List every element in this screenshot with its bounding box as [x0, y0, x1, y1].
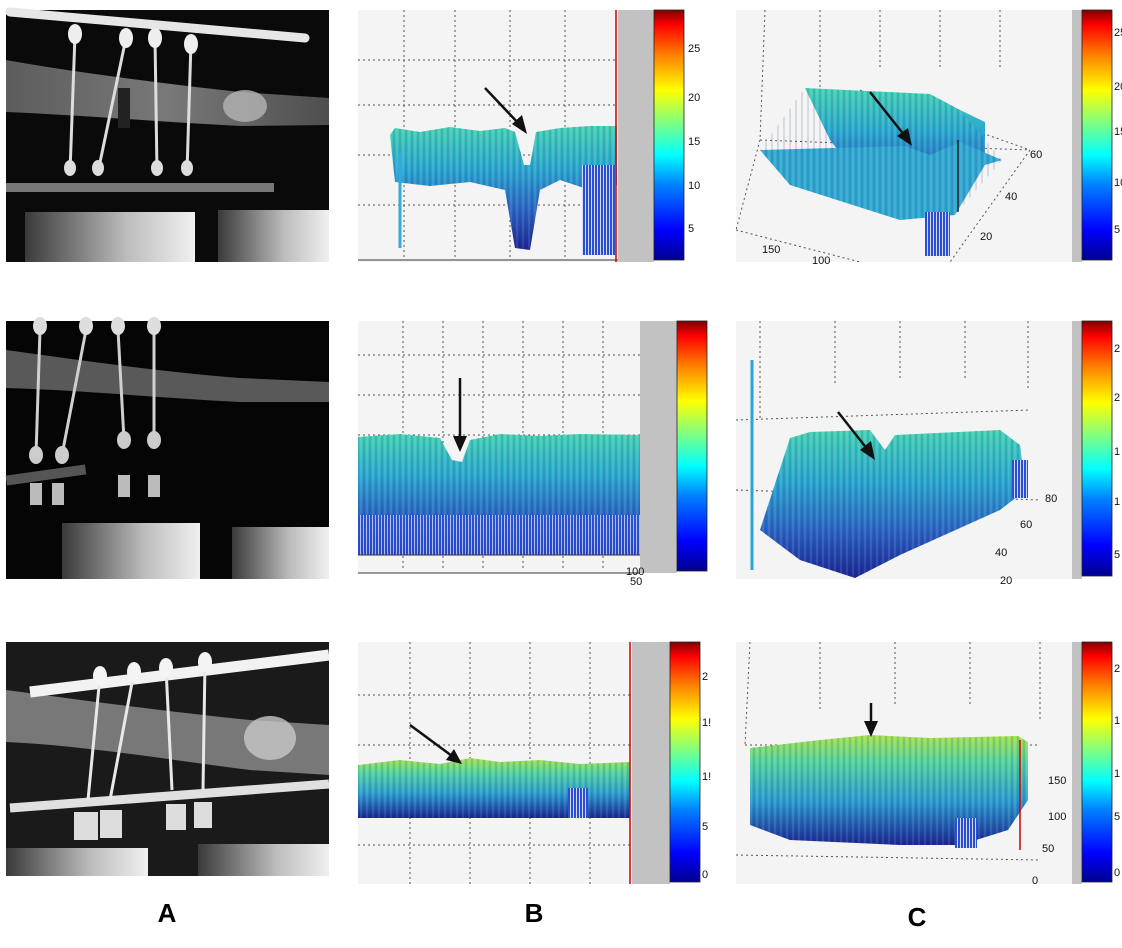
- svg-text:5: 5: [702, 821, 708, 833]
- surface-plot-c-row-1: [735, 9, 1113, 263]
- svg-text:60: 60: [1020, 519, 1032, 531]
- axis-ticks-c2: 80 60 40 20 2 2 1 1 5: [995, 343, 1120, 587]
- axis-ticks-b2: 100 50: [626, 566, 644, 588]
- colorbar-ticks-b1: 25 20 15 10 5: [688, 43, 700, 235]
- svg-text:10: 10: [688, 180, 700, 192]
- svg-text:1: 1: [1114, 496, 1120, 508]
- svg-text:5: 5: [1114, 224, 1120, 236]
- svg-text:100: 100: [626, 566, 644, 578]
- svg-text:150: 150: [1048, 775, 1066, 787]
- svg-text:40: 40: [1005, 191, 1017, 203]
- svg-text:1!: 1!: [702, 717, 711, 729]
- column-label-a: A: [157, 898, 177, 928]
- svg-text:1: 1: [1114, 768, 1120, 780]
- svg-text:1: 1: [1114, 715, 1120, 727]
- surface-plot-b-row-3: [358, 641, 701, 884]
- xray-panel-row-1: [5, 7, 329, 262]
- svg-text:60: 60: [1030, 149, 1042, 161]
- svg-text:2: 2: [1114, 343, 1120, 355]
- svg-text:0: 0: [702, 869, 708, 881]
- xray-panel-row-2: [5, 317, 329, 579]
- svg-text:2: 2: [702, 671, 708, 683]
- surface-plot-b-row-1: [358, 9, 685, 262]
- axis-ticks-c3: 150 100 50 0 2 1 1 5 0: [1032, 663, 1120, 887]
- svg-text:10: 10: [1114, 177, 1122, 189]
- svg-text:0: 0: [1032, 875, 1038, 887]
- svg-text:1: 1: [1114, 446, 1120, 458]
- column-label-b: B: [524, 898, 544, 928]
- svg-text:15: 15: [1114, 126, 1122, 138]
- column-label-c: C: [907, 902, 927, 932]
- svg-text:100: 100: [1048, 811, 1066, 823]
- svg-text:0: 0: [1114, 867, 1120, 879]
- colorbar-ticks-b3: 2 1! 1! 5 0: [702, 671, 711, 881]
- svg-text:150: 150: [762, 244, 780, 256]
- axis-ticks-c1: 60 40 20 150 100 25 20 15 10 5: [762, 27, 1122, 267]
- svg-text:20: 20: [688, 92, 700, 104]
- svg-text:20: 20: [980, 231, 992, 243]
- svg-text:50: 50: [630, 576, 642, 588]
- svg-text:40: 40: [995, 547, 1007, 559]
- svg-text:25: 25: [688, 43, 700, 55]
- svg-text:5: 5: [688, 223, 694, 235]
- svg-text:20: 20: [1000, 575, 1012, 587]
- svg-text:80: 80: [1045, 493, 1057, 505]
- svg-text:2: 2: [1114, 663, 1120, 675]
- surface-plot-b-row-2: [358, 320, 708, 574]
- svg-text:5: 5: [1114, 811, 1120, 823]
- xray-panel-row-3: [6, 642, 330, 876]
- surface-plot-c-row-2: [735, 320, 1113, 579]
- surface-plot-c-row-3: [735, 641, 1113, 884]
- svg-text:5: 5: [1114, 549, 1120, 561]
- svg-text:50: 50: [1042, 843, 1054, 855]
- svg-text:25: 25: [1114, 27, 1122, 39]
- svg-text:1!: 1!: [702, 771, 711, 783]
- svg-text:15: 15: [688, 136, 700, 148]
- svg-text:20: 20: [1114, 81, 1122, 93]
- svg-text:2: 2: [1114, 392, 1120, 404]
- svg-text:100: 100: [812, 255, 830, 267]
